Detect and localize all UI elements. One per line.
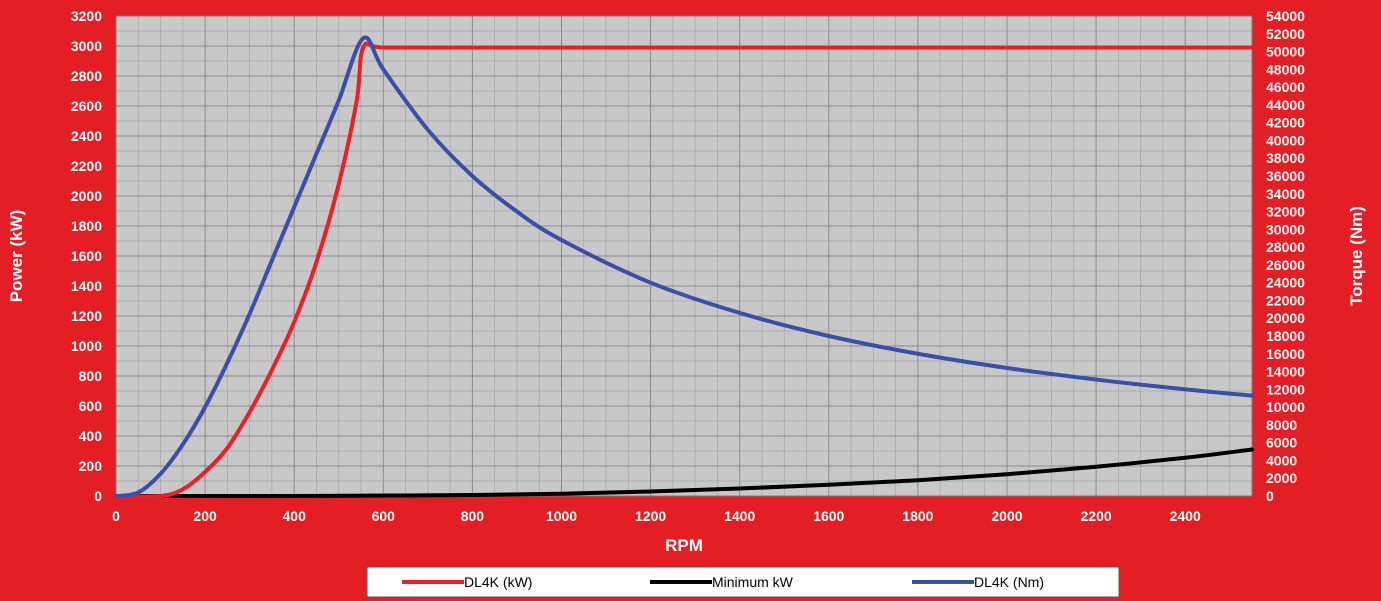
y-right-tick-label: 46000 <box>1266 79 1305 95</box>
x-tick-label: 600 <box>372 508 396 524</box>
y-right-tick-label: 4000 <box>1266 452 1297 468</box>
y-right-tick-label: 0 <box>1266 488 1274 504</box>
y-right-tick-label: 38000 <box>1266 150 1305 166</box>
x-tick-label: 0 <box>112 508 120 524</box>
legend-box <box>366 566 1120 598</box>
tick-labels: 0200400600800100012001400160018002000220… <box>71 8 1305 524</box>
y-right-tick-label: 32000 <box>1266 204 1305 220</box>
y-left-axis-title: Power (kW) <box>7 210 26 303</box>
x-tick-label: 400 <box>283 508 307 524</box>
y-right-tick-label: 42000 <box>1266 115 1305 131</box>
x-axis-title: RPM <box>665 536 703 555</box>
y-right-tick-label: 6000 <box>1266 435 1297 451</box>
x-tick-label: 200 <box>193 508 217 524</box>
y-left-tick-label: 0 <box>94 488 102 504</box>
y-left-tick-label: 3200 <box>71 8 102 24</box>
x-tick-label: 2200 <box>1081 508 1112 524</box>
y-right-tick-label: 52000 <box>1266 26 1305 42</box>
series-lines <box>114 35 1254 499</box>
x-tick-label: 1000 <box>546 508 577 524</box>
y-right-tick-label: 34000 <box>1266 186 1305 202</box>
y-right-tick-label: 8000 <box>1266 417 1297 433</box>
y-right-tick-label: 44000 <box>1266 97 1305 113</box>
series-line-dl4k-nm <box>114 35 1254 498</box>
x-tick-label: 800 <box>461 508 485 524</box>
x-tick-label: 1800 <box>902 508 933 524</box>
y-right-tick-label: 48000 <box>1266 61 1305 77</box>
y-left-tick-label: 1200 <box>71 308 102 324</box>
legend-label-dl4k-kw: DL4K (kW) <box>464 574 532 590</box>
y-left-tick-label: 2200 <box>71 158 102 174</box>
y-left-tick-label: 2400 <box>71 128 102 144</box>
y-right-tick-label: 22000 <box>1266 292 1305 308</box>
y-right-tick-label: 14000 <box>1266 364 1305 380</box>
plot-border <box>115 15 1253 497</box>
series-line-minimum-kw <box>114 447 1254 499</box>
y-right-tick-label: 2000 <box>1266 470 1297 486</box>
legend-label-dl4k-nm: DL4K (Nm) <box>974 574 1044 590</box>
y-left-tick-label: 1800 <box>71 218 102 234</box>
x-tick-label: 1600 <box>813 508 844 524</box>
y-right-axis-title: Torque (Nm) <box>1347 206 1366 306</box>
y-left-tick-label: 2600 <box>71 98 102 114</box>
y-left-tick-label: 2800 <box>71 68 102 84</box>
y-right-tick-label: 20000 <box>1266 310 1305 326</box>
y-right-tick-label: 50000 <box>1266 44 1305 60</box>
y-left-tick-label: 1600 <box>71 248 102 264</box>
y-right-tick-label: 16000 <box>1266 346 1305 362</box>
y-right-tick-label: 28000 <box>1266 239 1305 255</box>
y-right-tick-label: 18000 <box>1266 328 1305 344</box>
y-left-tick-label: 800 <box>79 368 103 384</box>
x-tick-label: 2000 <box>991 508 1022 524</box>
x-tick-label: 1200 <box>635 508 666 524</box>
y-right-tick-label: 30000 <box>1266 221 1305 237</box>
x-tick-label: 2400 <box>1170 508 1201 524</box>
y-left-tick-label: 3000 <box>71 38 102 54</box>
legend-label-minimum-kw: Minimum kW <box>712 574 794 590</box>
y-right-tick-label: 26000 <box>1266 257 1305 273</box>
y-right-tick-label: 36000 <box>1266 168 1305 184</box>
y-left-tick-label: 2000 <box>71 188 102 204</box>
y-right-tick-label: 12000 <box>1266 381 1305 397</box>
y-left-tick-label: 400 <box>79 428 103 444</box>
y-right-tick-label: 24000 <box>1266 275 1305 291</box>
x-tick-label: 1400 <box>724 508 755 524</box>
y-left-tick-label: 200 <box>79 458 103 474</box>
y-right-tick-label: 10000 <box>1266 399 1305 415</box>
legend: DL4K (kW) Minimum kW DL4K (Nm) <box>366 566 1120 598</box>
y-left-tick-label: 600 <box>79 398 103 414</box>
y-left-tick-label: 1400 <box>71 278 102 294</box>
y-right-tick-label: 40000 <box>1266 132 1305 148</box>
y-right-tick-label: 54000 <box>1266 8 1305 24</box>
y-left-tick-label: 1000 <box>71 338 102 354</box>
